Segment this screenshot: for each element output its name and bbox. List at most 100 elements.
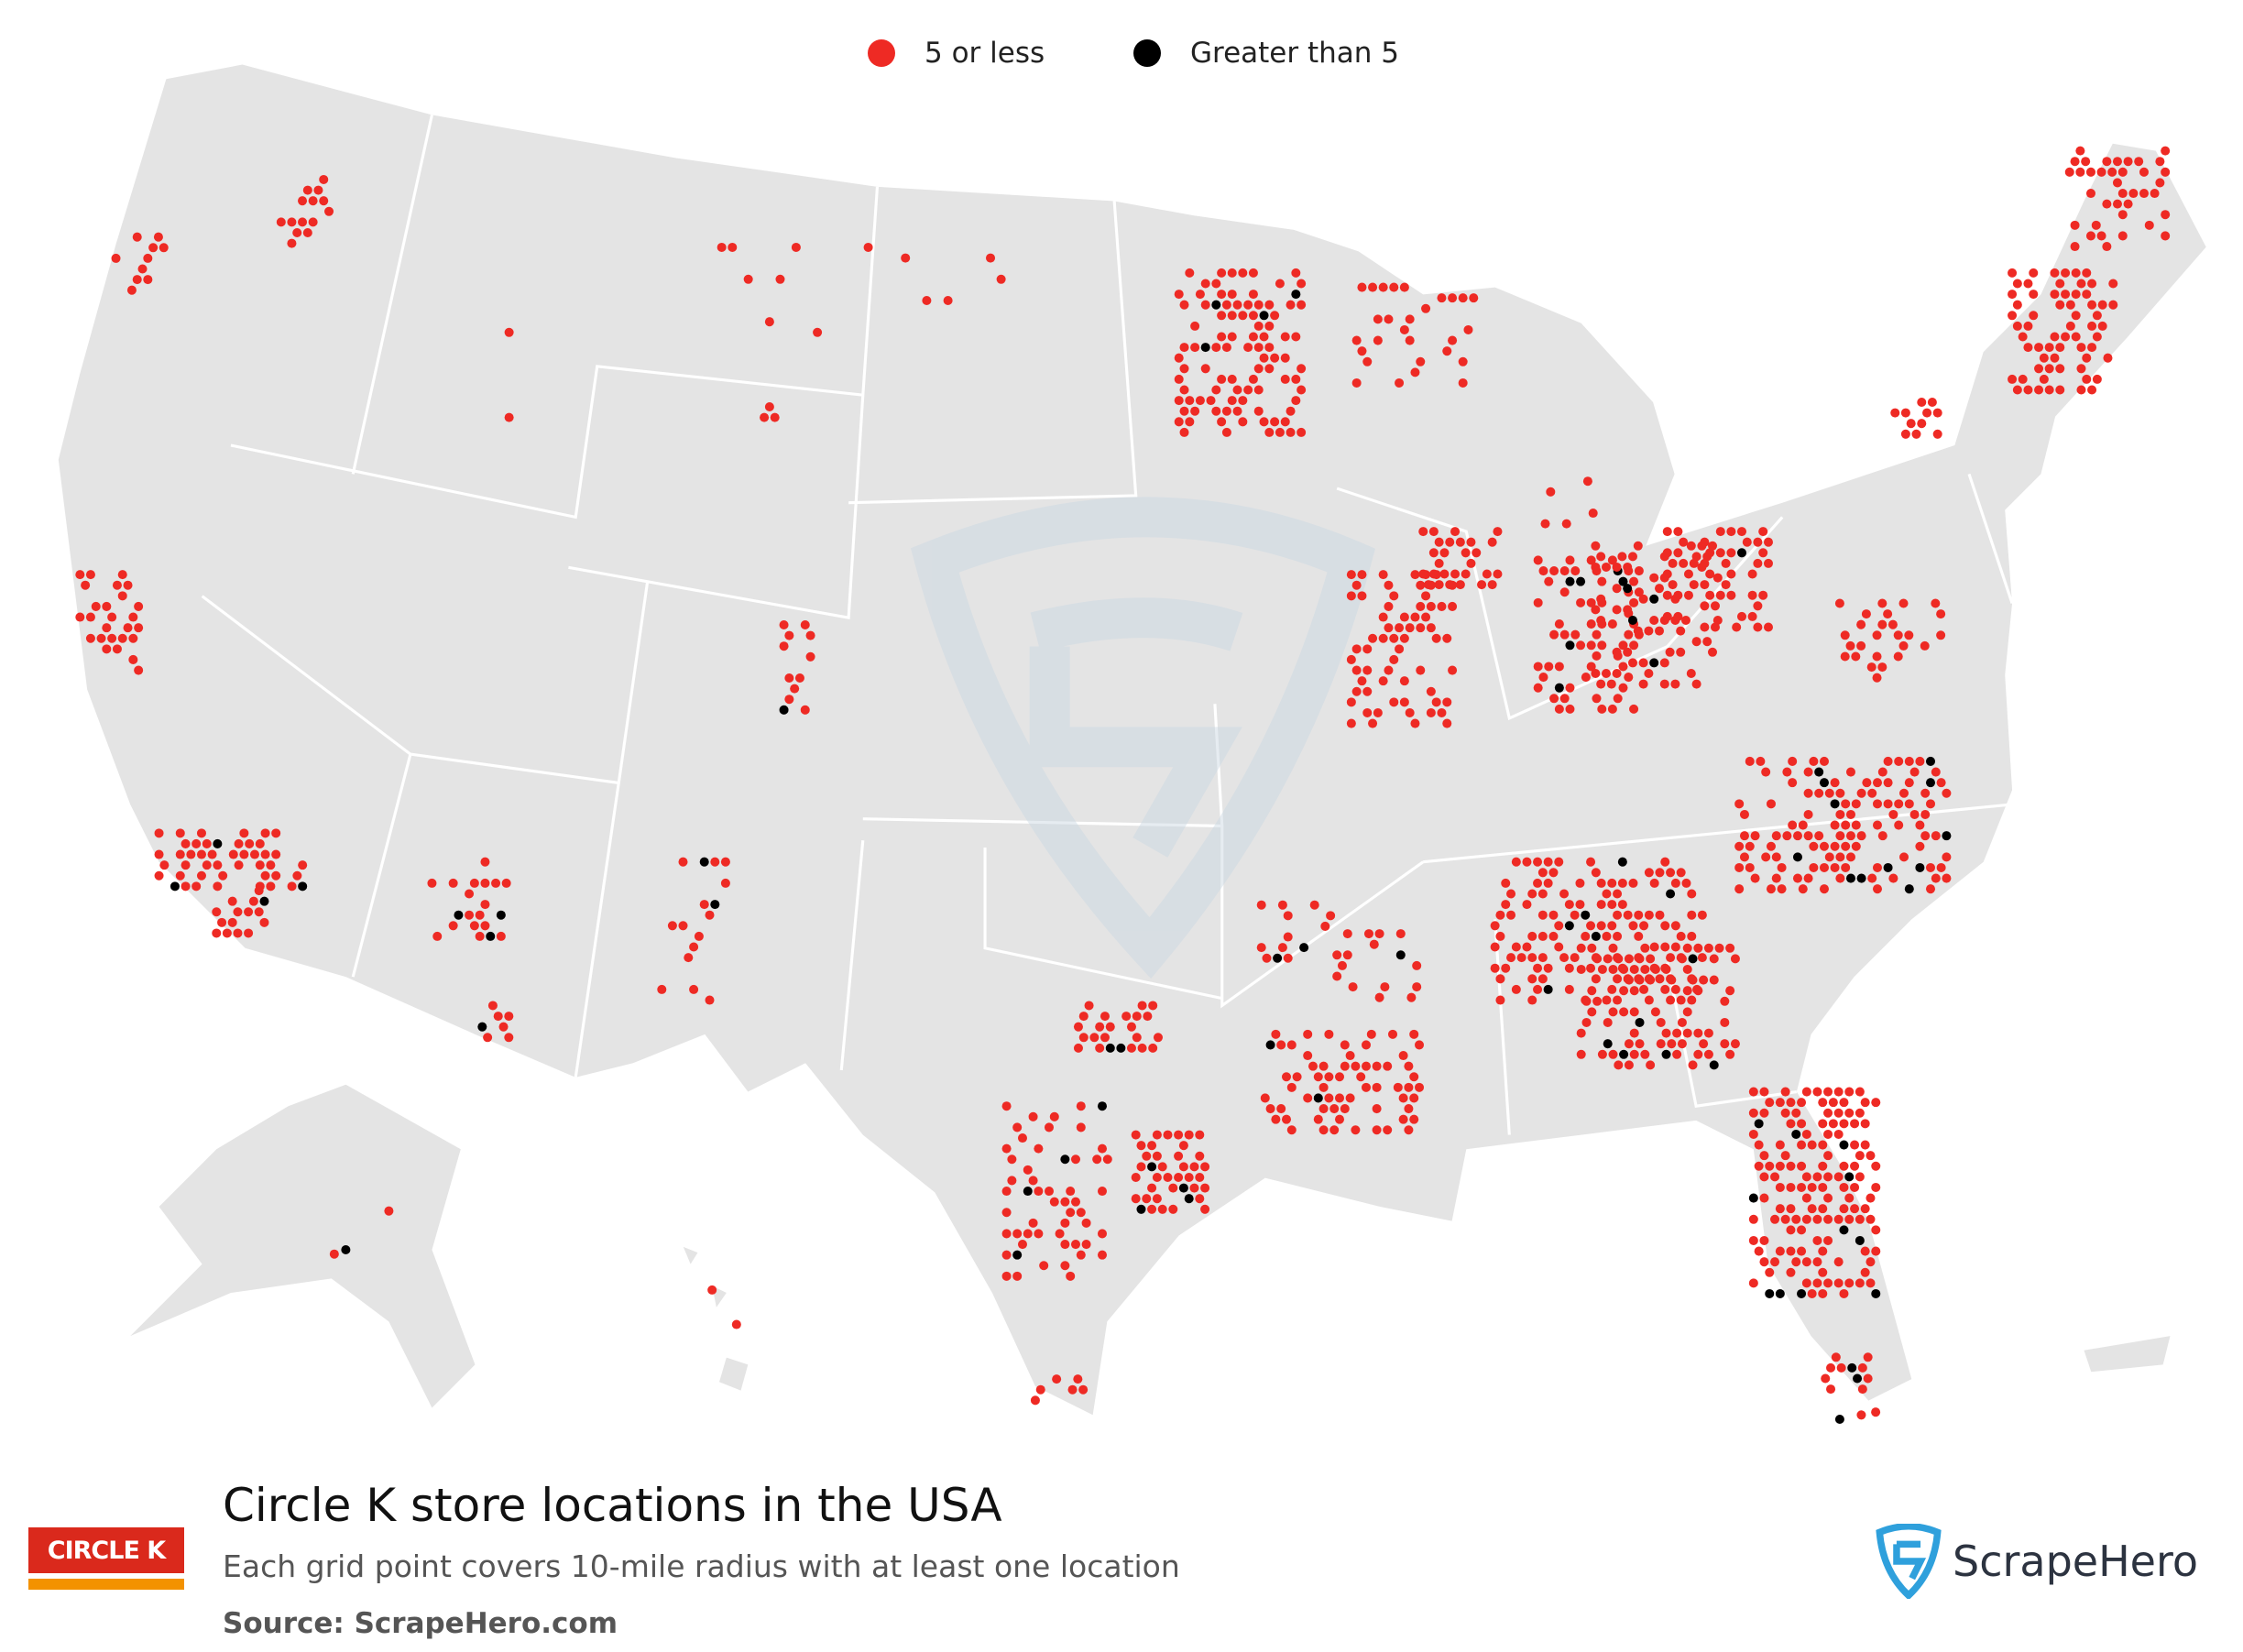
store-dot-5-or-less <box>1200 1183 1210 1193</box>
store-dot-5-or-less <box>1559 566 1570 576</box>
store-dot-5-or-less <box>1332 950 1342 960</box>
store-dot-5-or-less <box>813 327 823 337</box>
store-dot-5-or-less <box>1734 799 1745 809</box>
store-dot-greater-than-5 <box>1845 873 1856 883</box>
store-dot-5-or-less <box>1936 778 1946 788</box>
store-dot-5-or-less <box>1256 943 1266 953</box>
store-dot-5-or-less <box>1861 609 1871 619</box>
store-dot-5-or-less <box>1275 279 1285 289</box>
store-dot-5-or-less <box>1297 427 1307 437</box>
store-dot-5-or-less <box>1461 548 1471 558</box>
store-dot-5-or-less <box>1340 1104 1350 1114</box>
store-dot-5-or-less <box>1700 622 1710 632</box>
store-dot-5-or-less <box>202 838 212 848</box>
store-dot-5-or-less <box>1122 1012 1132 1022</box>
store-dot-5-or-less <box>1276 1104 1286 1114</box>
store-dot-5-or-less <box>1747 590 1757 600</box>
store-dot-5-or-less <box>2082 290 2092 300</box>
store-dot-5-or-less <box>1734 884 1745 894</box>
store-dot-5-or-less <box>2050 268 2060 278</box>
store-dot-5-or-less <box>202 860 212 870</box>
store-dot-5-or-less <box>1253 364 1264 374</box>
store-dot-5-or-less <box>1770 1172 1780 1182</box>
store-dot-5-or-less <box>1809 862 1819 872</box>
store-dot-5-or-less <box>1232 300 1242 310</box>
store-dot-5-or-less <box>1883 778 1893 788</box>
store-dot-5-or-less <box>1734 841 1745 851</box>
store-dot-5-or-less <box>1587 943 1597 953</box>
black-dot-icon <box>1133 39 1161 67</box>
store-dot-greater-than-5 <box>1736 548 1747 558</box>
store-dot-5-or-less <box>1378 570 1388 580</box>
state-borders <box>201 115 2014 1135</box>
store-dot-5-or-less <box>1271 1114 1281 1124</box>
store-dot-5-or-less <box>1812 1235 1822 1245</box>
store-dot-5-or-less <box>112 644 122 654</box>
store-dot-5-or-less <box>1414 1082 1425 1092</box>
store-dot-5-or-less <box>1801 1087 1811 1097</box>
store-dot-5-or-less <box>2075 167 2085 177</box>
store-dot-5-or-less <box>1720 996 1730 1006</box>
store-dot-5-or-less <box>1830 820 1840 830</box>
store-dot-5-or-less <box>1697 910 1707 920</box>
store-dot-5-or-less <box>302 227 312 238</box>
store-dot-5-or-less <box>1426 601 1436 611</box>
store-dot-5-or-less <box>1823 1151 1833 1161</box>
store-dot-5-or-less <box>1405 623 1415 633</box>
store-dot-5-or-less <box>1495 974 1505 984</box>
store-dot-5-or-less <box>689 984 699 994</box>
store-dot-5-or-less <box>1676 647 1686 657</box>
store-dot-5-or-less <box>1618 662 1628 672</box>
store-dot-5-or-less <box>1034 1187 1044 1197</box>
store-dot-5-or-less <box>1434 537 1444 547</box>
store-dot-5-or-less <box>1759 1235 1769 1245</box>
store-dot-5-or-less <box>1798 884 1808 894</box>
store-dot-5-or-less <box>1679 537 1689 547</box>
store-dot-5-or-less <box>1368 633 1378 643</box>
store-dot-5-or-less <box>1883 609 1893 619</box>
store-dot-5-or-less <box>175 828 185 838</box>
store-dot-5-or-less <box>1836 1362 1846 1373</box>
store-dot-5-or-less <box>2075 146 2085 156</box>
store-dot-5-or-less <box>1618 683 1628 693</box>
store-dot-5-or-less <box>1754 1140 1764 1150</box>
store-dot-5-or-less <box>1770 1257 1780 1267</box>
store-dot-5-or-less <box>779 619 789 630</box>
store-dot-5-or-less <box>1786 1119 1796 1129</box>
store-dot-5-or-less <box>1399 324 1409 334</box>
store-dot-greater-than-5 <box>1627 615 1638 626</box>
store-dot-greater-than-5 <box>298 881 308 892</box>
store-dot-5-or-less <box>1270 311 1280 321</box>
store-dot-5-or-less <box>1458 356 1468 367</box>
store-dot-5-or-less <box>1670 984 1680 994</box>
store-dot-5-or-less <box>1549 694 1559 704</box>
store-dot-5-or-less <box>1725 1049 1735 1059</box>
store-dot-5-or-less <box>1661 1028 1671 1038</box>
store-dot-5-or-less <box>1803 873 1813 883</box>
store-dot-5-or-less <box>1823 1087 1833 1097</box>
store-dot-5-or-less <box>1644 668 1654 679</box>
store-dot-5-or-less <box>1297 364 1307 374</box>
store-dot-5-or-less <box>1066 1187 1076 1197</box>
store-dot-5-or-less <box>1612 605 1622 615</box>
store-dot-5-or-less <box>1105 1022 1115 1032</box>
store-dot-5-or-less <box>1286 300 1296 310</box>
store-dot-5-or-less <box>493 1012 503 1022</box>
store-dot-5-or-less <box>1564 900 1574 910</box>
store-dot-5-or-less <box>1607 984 1617 994</box>
store-dot-5-or-less <box>1373 314 1383 324</box>
store-dot-5-or-less <box>271 870 281 881</box>
store-dot-5-or-less <box>1791 1214 1801 1224</box>
store-dot-5-or-less <box>1660 857 1670 867</box>
store-dot-5-or-less <box>784 673 794 684</box>
store-dot-5-or-less <box>1346 570 1356 580</box>
store-dot-5-or-less <box>1833 1214 1844 1224</box>
store-dot-5-or-less <box>1748 1235 1758 1245</box>
store-dot-5-or-less <box>1894 756 1904 766</box>
store-dot-5-or-less <box>1613 995 1623 1005</box>
store-dot-greater-than-5 <box>1847 1362 1857 1373</box>
store-dot-greater-than-5 <box>1259 311 1269 321</box>
store-dot-5-or-less <box>1286 1125 1297 1135</box>
store-dot-5-or-less <box>298 860 308 870</box>
store-dot-5-or-less <box>1845 831 1856 841</box>
